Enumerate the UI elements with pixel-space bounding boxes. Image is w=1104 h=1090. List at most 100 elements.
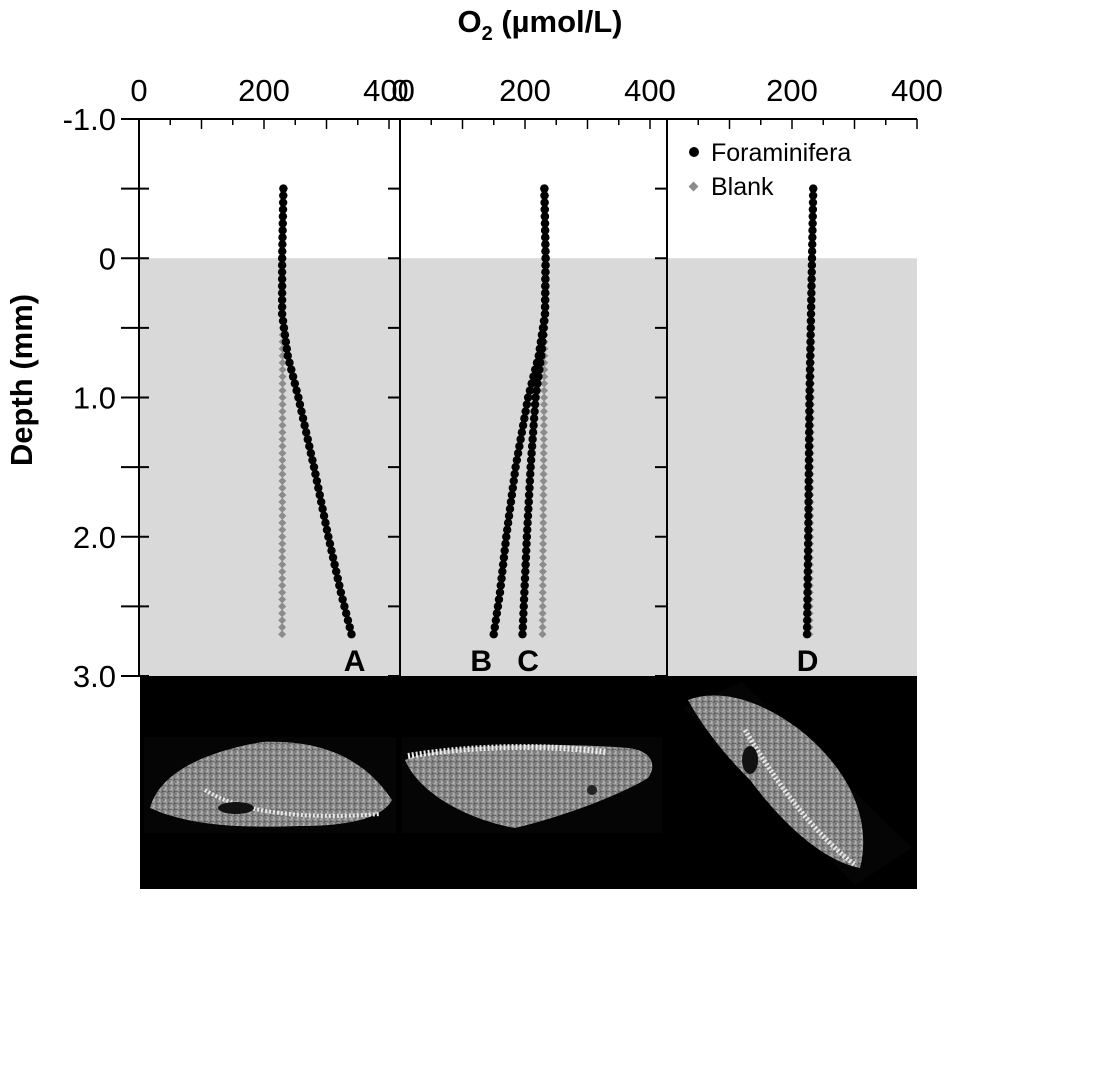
x-tick-label: 400 xyxy=(891,73,943,108)
data-point-blank xyxy=(539,414,548,423)
data-point-foraminifera xyxy=(804,511,813,521)
data-point-foraminifera xyxy=(295,400,305,409)
data-point-foraminifera xyxy=(536,358,545,367)
data-point-foraminifera xyxy=(328,553,338,562)
data-point-foraminifera xyxy=(524,490,534,500)
data-point-foraminifera xyxy=(541,233,550,242)
data-point-foraminifera xyxy=(804,504,813,514)
data-point-foraminifera xyxy=(507,490,517,500)
data-point-foraminifera xyxy=(343,616,353,625)
x-tick-label: 0 xyxy=(658,73,675,108)
data-point-foraminifera xyxy=(287,365,296,374)
data-point-foraminifera xyxy=(506,497,516,507)
data-point-foraminifera xyxy=(278,316,288,326)
data-point-foraminifera xyxy=(807,281,816,291)
x-tick-label: 0 xyxy=(391,73,408,108)
data-point-foraminifera xyxy=(300,421,309,430)
data-point-foraminifera xyxy=(303,435,312,444)
data-point-foraminifera xyxy=(521,553,531,562)
data-point-blank xyxy=(278,477,287,486)
data-point-blank xyxy=(539,491,548,499)
data-point-foraminifera xyxy=(525,386,535,395)
data-point-foraminifera xyxy=(805,365,815,374)
data-point-foraminifera xyxy=(808,212,817,221)
data-point-foraminifera xyxy=(541,261,550,270)
data-point-foraminifera xyxy=(494,595,504,604)
data-point-blank xyxy=(278,623,287,632)
data-point-blank xyxy=(278,484,287,492)
data-point-blank xyxy=(278,414,287,423)
data-point-foraminifera xyxy=(807,295,816,305)
data-point-blank xyxy=(540,386,549,395)
data-point-blank xyxy=(278,574,287,583)
data-point-foraminifera xyxy=(278,240,287,249)
data-point-foraminifera xyxy=(515,442,524,451)
data-point-foraminifera xyxy=(513,449,523,458)
legend-label-blank: Blank xyxy=(711,173,774,201)
data-point-foraminifera xyxy=(804,525,813,534)
data-point-foraminifera xyxy=(534,372,543,381)
data-point-foraminifera xyxy=(519,595,529,604)
data-point-foraminifera xyxy=(335,581,344,590)
data-point-foraminifera xyxy=(528,428,538,437)
data-point-blank xyxy=(278,442,287,451)
data-point-foraminifera xyxy=(808,191,818,200)
data-point-foraminifera xyxy=(521,407,530,416)
data-point-foraminifera xyxy=(517,428,527,437)
data-point-foraminifera xyxy=(807,254,817,263)
legend: Foraminifera Blank xyxy=(688,139,851,201)
data-point-foraminifera xyxy=(528,435,537,444)
data-point-blank xyxy=(278,428,287,437)
data-point-foraminifera xyxy=(804,455,814,465)
data-point-foraminifera xyxy=(298,414,308,423)
data-point-foraminifera xyxy=(322,525,332,534)
data-point-blank xyxy=(278,539,287,548)
data-point-foraminifera xyxy=(318,504,327,514)
data-point-foraminifera xyxy=(311,469,320,479)
data-point-foraminifera xyxy=(803,546,813,555)
data-point-foraminifera xyxy=(511,462,520,472)
data-point-foraminifera xyxy=(336,588,346,597)
data-point-foraminifera xyxy=(522,546,531,555)
data-point-foraminifera xyxy=(540,309,550,319)
data-point-foraminifera xyxy=(807,274,816,284)
data-point-foraminifera xyxy=(497,574,506,583)
data-point-foraminifera xyxy=(518,616,528,625)
data-point-foraminifera xyxy=(501,539,510,548)
data-point-foraminifera xyxy=(498,560,508,569)
data-point-foraminifera xyxy=(541,288,550,298)
data-point-blank xyxy=(278,497,287,506)
data-point-blank xyxy=(539,421,548,430)
data-point-foraminifera xyxy=(314,483,323,493)
data-point-foraminifera xyxy=(540,219,550,228)
data-point-foraminifera xyxy=(804,476,813,486)
data-point-foraminifera xyxy=(530,400,540,409)
data-point-foraminifera xyxy=(803,609,812,618)
data-point-foraminifera xyxy=(489,630,498,639)
data-point-foraminifera xyxy=(324,532,333,541)
data-point-foraminifera xyxy=(805,421,814,430)
data-point-foraminifera xyxy=(541,281,550,291)
data-point-blank xyxy=(539,484,548,492)
data-point-foraminifera xyxy=(520,574,530,583)
data-point-foraminifera xyxy=(520,581,529,590)
foraminifera-photo-1 xyxy=(144,737,396,833)
data-point-foraminifera xyxy=(308,455,317,465)
data-point-foraminifera xyxy=(806,323,815,333)
data-point-foraminifera xyxy=(802,616,812,625)
data-point-blank xyxy=(538,623,547,632)
data-point-foraminifera xyxy=(277,295,287,305)
data-point-blank xyxy=(539,449,548,458)
data-point-foraminifera xyxy=(493,602,503,611)
data-point-blank xyxy=(539,435,548,444)
data-point-foraminifera xyxy=(277,261,287,270)
data-point-foraminifera xyxy=(315,490,324,500)
x-tick-label: 200 xyxy=(766,73,818,108)
data-point-foraminifera xyxy=(807,267,816,277)
legend-marker-foraminifera xyxy=(689,147,699,157)
data-point-foraminifera xyxy=(525,483,534,493)
data-point-foraminifera xyxy=(502,525,512,534)
data-point-foraminifera xyxy=(306,449,316,458)
data-point-foraminifera xyxy=(807,247,817,256)
